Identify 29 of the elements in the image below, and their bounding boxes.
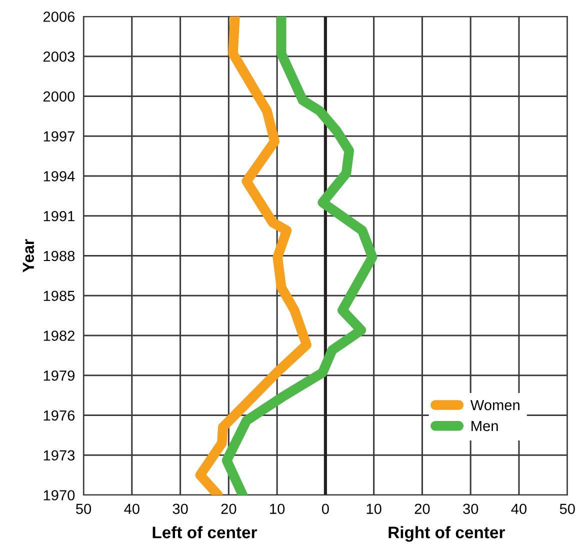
x-tick-label: 20 xyxy=(221,504,236,514)
y-tick-label: 1994 xyxy=(44,171,75,182)
text: Left of center xyxy=(152,526,258,538)
y-tick-label: 2006 xyxy=(43,12,75,22)
y-axis-title: Year xyxy=(22,239,34,272)
x-tick-label: 30 xyxy=(172,504,188,514)
x-tick-label: 50 xyxy=(76,504,92,514)
legend-label: Men xyxy=(472,420,498,432)
y-tick-label: 1988 xyxy=(44,250,75,262)
y-tick-label: 1970 xyxy=(44,490,75,500)
y-tick-label: 1982 xyxy=(44,330,74,341)
x-tick-label: 50 xyxy=(560,504,575,514)
x-tick-label: 30 xyxy=(463,504,478,514)
y-tick-label: 2003 xyxy=(43,51,75,62)
x-tick-label: 0 xyxy=(322,504,329,514)
x-tick-label: 20 xyxy=(414,504,430,514)
text: Right of center xyxy=(388,526,505,542)
y-tick-label: 2000 xyxy=(43,91,75,102)
y-tick-label: 1985 xyxy=(44,290,75,302)
x-tick-label: 10 xyxy=(366,504,382,514)
y-tick-label: 1997 xyxy=(44,131,74,142)
x-tick-label: 40 xyxy=(511,504,527,514)
legend-label: Women xyxy=(470,400,520,410)
x-tick-label: 10 xyxy=(270,504,285,514)
y-tick-label: 1976 xyxy=(44,410,75,421)
x-tick-label: 40 xyxy=(124,504,140,514)
y-tick-label: 1973 xyxy=(44,450,75,461)
y-tick-label: 1991 xyxy=(44,210,74,222)
y-tick-label: 1979 xyxy=(44,370,74,381)
